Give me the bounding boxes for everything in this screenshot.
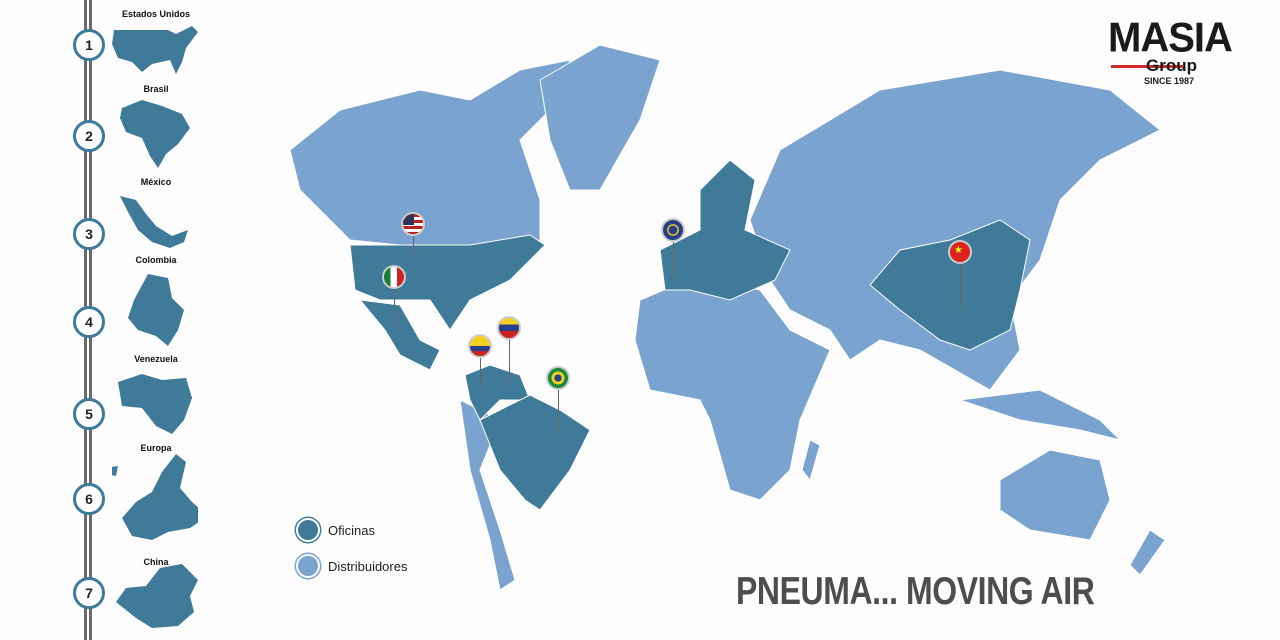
label-mexico: México: [140, 177, 172, 187]
venezuela-pin-line: [509, 340, 510, 385]
europe-pin-line: [673, 242, 674, 277]
label-china: China: [143, 557, 169, 567]
madagascar: [801, 439, 821, 482]
africa: [634, 274, 831, 501]
australia: [999, 449, 1111, 541]
southeast-asia: [959, 389, 1122, 441]
step-1-badge: 1: [73, 29, 105, 61]
usa-flag-pin[interactable]: [401, 212, 425, 236]
legend-offices: Oficinas: [296, 518, 375, 542]
greenland: [539, 44, 661, 191]
step-2-badge: 2: [73, 120, 105, 152]
china-flag-pin[interactable]: ★: [948, 240, 972, 264]
step-7-badge: 7: [73, 577, 105, 609]
eu-flag-pin[interactable]: [661, 218, 685, 242]
usa-office: [349, 234, 546, 331]
label-colombia: Colombia: [135, 255, 177, 265]
mexico-flag-pin[interactable]: [382, 265, 406, 289]
venezuela-silhouette: [118, 374, 192, 434]
logo-since: SINCE 1987: [1144, 76, 1195, 86]
step-6-badge: 6: [73, 483, 105, 515]
usa-silhouette: [112, 26, 198, 74]
mexico-pin-line: [394, 289, 395, 329]
legend-distributors: Distribuidores: [296, 554, 407, 578]
logo-underline: [1111, 65, 1183, 68]
europe-silhouette: [112, 454, 198, 540]
logo-group: Group: [1146, 56, 1197, 75]
offices-label: Oficinas: [328, 522, 375, 538]
brazil-pin-line: [558, 390, 559, 435]
brazil-office: [479, 394, 591, 511]
europe-office: [659, 159, 791, 301]
china-office: [869, 219, 1031, 351]
label-brasil: Brasil: [143, 84, 169, 94]
colombia-pin-line: [480, 358, 481, 388]
step-3-badge: 3: [73, 218, 105, 250]
step-4-badge: 4: [73, 306, 105, 338]
label-europa: Europa: [140, 443, 172, 453]
new-zealand: [1129, 529, 1166, 576]
flag-canton: [403, 214, 414, 225]
logo-wordmark: MASIA: [1108, 14, 1233, 62]
distributors-swatch: [296, 554, 320, 578]
north-america-distributors: [289, 59, 571, 251]
mexico-office: [358, 299, 441, 371]
tagline: PNEUMA... MOVING AIR: [736, 570, 1095, 613]
usa-pin-line: [413, 236, 414, 256]
colombia-venezuela-office: [464, 364, 531, 421]
china-silhouette: [116, 564, 198, 628]
label-estados-unidos: Estados Unidos: [121, 9, 190, 19]
mexico-silhouette: [120, 196, 188, 248]
colombia-flag-pin[interactable]: [468, 334, 492, 358]
step-5-badge: 5: [73, 398, 105, 430]
brazil-silhouette: [120, 100, 190, 168]
brazil-flag-pin[interactable]: [546, 366, 570, 390]
venezuela-flag-pin[interactable]: [497, 316, 521, 340]
masia-logo: MASIA Group SINCE 1987: [1108, 14, 1248, 86]
label-venezuela: Venezuela: [134, 354, 178, 364]
offices-swatch: [296, 518, 320, 542]
distributors-label: Distribuidores: [328, 558, 408, 574]
colombia-silhouette: [128, 274, 184, 346]
china-pin-line: [960, 264, 961, 309]
